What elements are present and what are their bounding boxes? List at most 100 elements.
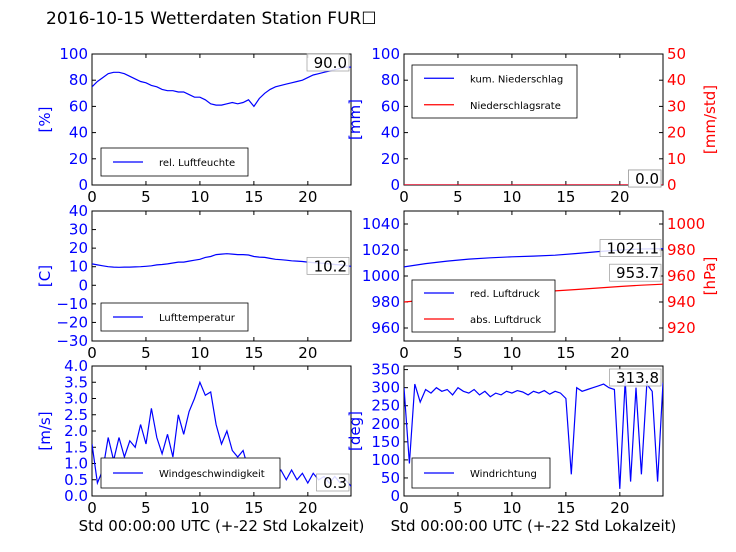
x-tick-label: 15 [244,344,263,362]
subplot-1: 0 5 10 15 20 0 20 40 60 80 100 [%] rel. Luftfeuchte 9… [36,45,352,206]
series-line-windgeschwindigkeit [92,380,351,487]
x-tick-label: 5 [141,499,151,517]
y-tick-label: 350 [371,361,400,379]
y2-tick-label: 940 [667,293,696,311]
x-tick-label: 0 [399,499,409,517]
y-tick-label: 40 [69,124,88,142]
legend: rel. Luftfeuchte [100,147,249,177]
y-tick-label: 2.0 [64,422,88,440]
legend-label: Windgeschwindigkeit [159,469,265,480]
y-tick-label: 1020 [362,241,400,259]
subplot-5: 0 5 10 15 20 0.00.51.01.52.02.53.03.54.0 [m/s]… [36,357,364,535]
x-tick-label: 0 [87,344,97,362]
y2-tick-label: 0 [667,176,677,194]
x-tick-label: 10 [190,499,209,517]
y2-tick-label: 50 [667,45,686,63]
y-tick-label: 300 [371,379,400,397]
y-axis-label: [m/s] [36,411,54,450]
x-tick-label: 15 [556,344,575,362]
y2-tick-label: 920 [667,319,696,337]
y-axis-label: [%] [36,107,54,133]
y-tick-label: 4.0 [64,357,88,375]
latest-value-label: 10.2 [314,257,347,275]
y-tick-label: −10 [56,295,88,313]
legend-label: red. Luftdruck [470,289,540,300]
latest-value2-label-box [609,263,662,282]
latest-value2-label: 953.7 [616,264,659,282]
series-line-windrichtung [404,380,663,489]
y-tick-label: 0 [78,276,88,294]
x-tick-label: 0 [399,188,409,206]
legend-label: Windrichtung [470,469,537,480]
y-tick-label: 0 [78,176,88,194]
legend-label: rel. Luftfeuchte [159,158,235,169]
y-tick-label: 80 [381,71,400,89]
legend: red. Luftdruck abs. Luftdruck [411,279,556,333]
x-tick-label: 20 [298,344,317,362]
figure-title: 2016-10-15 Wetterdaten Station FUR☐ [46,9,377,29]
x-tick-label: 20 [610,344,629,362]
x-tick-label: 15 [244,499,263,517]
y2-tick-label: 10 [667,150,686,168]
y2-tick-label: 20 [667,124,686,142]
y2-tick-label: 980 [667,241,696,259]
subplot-4: 0 5 10 15 20 960 980 1000 1020 1040 920 940 960 980 10… [362,210,719,362]
x-tick-label: 0 [87,188,97,206]
y-tick-label: 0.0 [64,487,88,505]
y-tick-label: 20 [381,150,400,168]
x-tick-label: 10 [502,344,521,362]
x-tick-label: 10 [190,188,209,206]
x-tick-label: 5 [141,188,151,206]
subplot-3: 0 5 10 15 20−30−20−10010203040[C]Lufttempera… [36,202,352,362]
legend: kum. Niederschlag Niederschlagsrate [411,64,578,119]
y-tick-label: 980 [371,293,400,311]
y-tick-label: 20 [69,239,88,257]
x-tick-label: 20 [298,499,317,517]
y-axis-label: [mm] [346,99,364,140]
legend-label: Niederschlagsrate [470,101,561,112]
y-tick-label: 60 [69,97,88,115]
y2-tick-label: 30 [667,97,686,115]
x-tick-label: 0 [87,499,97,517]
latest-value-label: 0.3 [323,474,347,492]
y-tick-label: 100 [371,451,400,469]
y-tick-label: 40 [69,202,88,220]
subplot-2: 0 5 10 15 20 0 20 40 60 80 100 0 10 20 30 40 50 [mm] [mm/s… [346,45,719,206]
x-tick-label: 20 [610,188,629,206]
x-tick-label: 0 [399,344,409,362]
y-axis-label: [C] [36,265,54,287]
y-tick-label: 0.5 [64,471,88,489]
x-tick-label: 10 [190,344,209,362]
x-tick-label: 15 [556,499,575,517]
legend: Windrichtung [411,457,551,489]
y-tick-label: −30 [56,332,88,350]
latest-value-label: 313.8 [616,369,659,387]
legend: Windgeschwindigkeit [100,457,281,489]
y-tick-label: 100 [59,45,88,63]
y-tick-label: 2.5 [64,406,88,424]
latest-value-label-box [306,53,350,72]
latest-value2-label-box [628,169,662,188]
y-tick-label: −20 [56,313,88,331]
y-tick-label: 50 [381,469,400,487]
y-tick-label: 1.0 [64,455,88,473]
y-tick-label: 60 [381,97,400,115]
y-tick-label: 150 [371,433,400,451]
y-tick-label: 0 [390,176,400,194]
x-tick-label: 10 [502,188,521,206]
y-tick-label: 20 [69,150,88,168]
y2-axis-label: [hPa] [701,257,719,296]
x-tick-label: 5 [453,499,463,517]
y-tick-label: 200 [371,415,400,433]
latest-value-label-box [609,368,662,387]
latest-value-label-box [306,256,350,275]
x-tick-label: 5 [141,344,151,362]
y-tick-label: 1.5 [64,438,88,456]
x-tick-label: 5 [453,344,463,362]
y-tick-label: 1040 [362,215,400,233]
y2-axis-label: [mm/std] [701,85,719,154]
y-axis-label: [deg] [346,411,364,451]
y-tick-label: 960 [371,319,400,337]
